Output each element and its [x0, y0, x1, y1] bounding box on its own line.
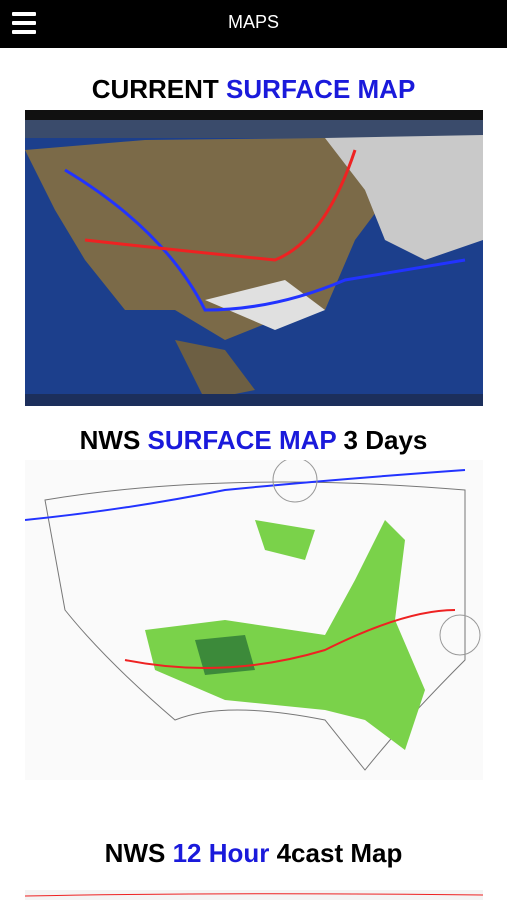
title-part: 12 Hour — [172, 838, 270, 868]
nws-3-day-map-image[interactable] — [25, 460, 483, 780]
title-part: SURFACE MAP — [226, 74, 416, 104]
section-title: CURRENT SURFACE MAP — [0, 74, 507, 105]
title-part: CURRENT — [91, 74, 227, 104]
title-part: NWS — [104, 838, 173, 868]
title-part: NWS — [79, 425, 148, 455]
section-title: NWS SURFACE MAP 3 Days — [0, 425, 507, 456]
section-title: NWS 12 Hour 4cast Map — [0, 838, 507, 869]
surface-map-image[interactable] — [25, 110, 483, 406]
title-part: SURFACE MAP — [147, 425, 337, 455]
title-part: 4cast Map — [269, 838, 403, 868]
title-part: 3 Days — [336, 425, 428, 455]
menu-button[interactable] — [12, 12, 36, 34]
nws-12-hour-map-image[interactable] — [25, 890, 483, 900]
app-header: MAPS — [0, 0, 507, 48]
header-title: MAPS — [227, 12, 279, 32]
